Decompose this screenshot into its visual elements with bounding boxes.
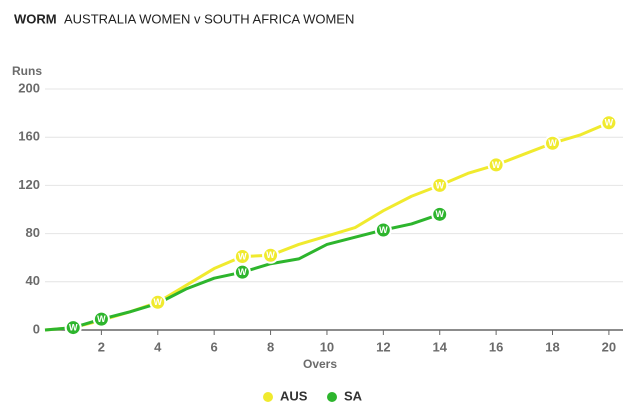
wicket-marker [233,263,251,281]
legend-swatch [327,392,337,402]
legend-swatch [263,392,273,402]
y-tick-label: 0 [33,321,40,336]
y-tick-label: 120 [18,177,40,192]
x-tick-label: 12 [376,339,390,354]
wicket-marker [262,246,280,264]
x-axis-label: Overs [303,357,337,371]
wicket-label: W [266,250,275,260]
wicket-label: W [435,209,444,219]
x-tick-label: 10 [320,339,334,354]
x-tick-label: 8 [267,339,274,354]
x-tick-label: 16 [489,339,503,354]
wicket-label: W [492,160,501,170]
wicket-marker [374,221,392,239]
x-tick-label: 6 [211,339,218,354]
x-tick-label: 14 [432,339,447,354]
chart-subtitle: AUSTRALIA WOMEN v SOUTH AFRICA WOMEN [64,11,354,26]
x-tick-label: 2 [98,339,105,354]
x-tick-label: 20 [602,339,616,354]
y-tick-label: 40 [26,273,40,288]
wicket-marker [64,319,82,337]
x-tick-label: 4 [154,339,162,354]
wicket-marker [92,310,110,328]
wicket-marker [600,114,618,132]
wicket-label: W [238,251,247,261]
wicket-label: W [548,138,557,148]
legend-label: AUS [280,388,308,403]
wicket-label: W [605,118,614,128]
wicket-marker [431,176,449,194]
y-tick-label: 160 [18,129,40,144]
wicket-label: W [238,267,247,277]
x-tick-label: 18 [545,339,559,354]
wicket-marker [149,293,167,311]
wicket-label: W [435,180,444,190]
legend-item: AUS [263,388,308,403]
y-axis-label: Runs [12,64,42,78]
series-line [44,121,610,332]
wicket-label: W [97,314,106,324]
y-tick-label: 200 [18,80,40,95]
wicket-marker [544,134,562,152]
wicket-marker [487,156,505,174]
y-tick-label: 80 [26,225,40,240]
legend-label: SA [344,388,363,403]
wicket-label: W [154,297,163,307]
wicket-label: W [379,225,388,235]
wicket-label: W [69,322,78,332]
legend-item: SA [327,388,363,403]
wicket-marker [431,205,449,223]
chart-title: WORM [14,11,57,26]
